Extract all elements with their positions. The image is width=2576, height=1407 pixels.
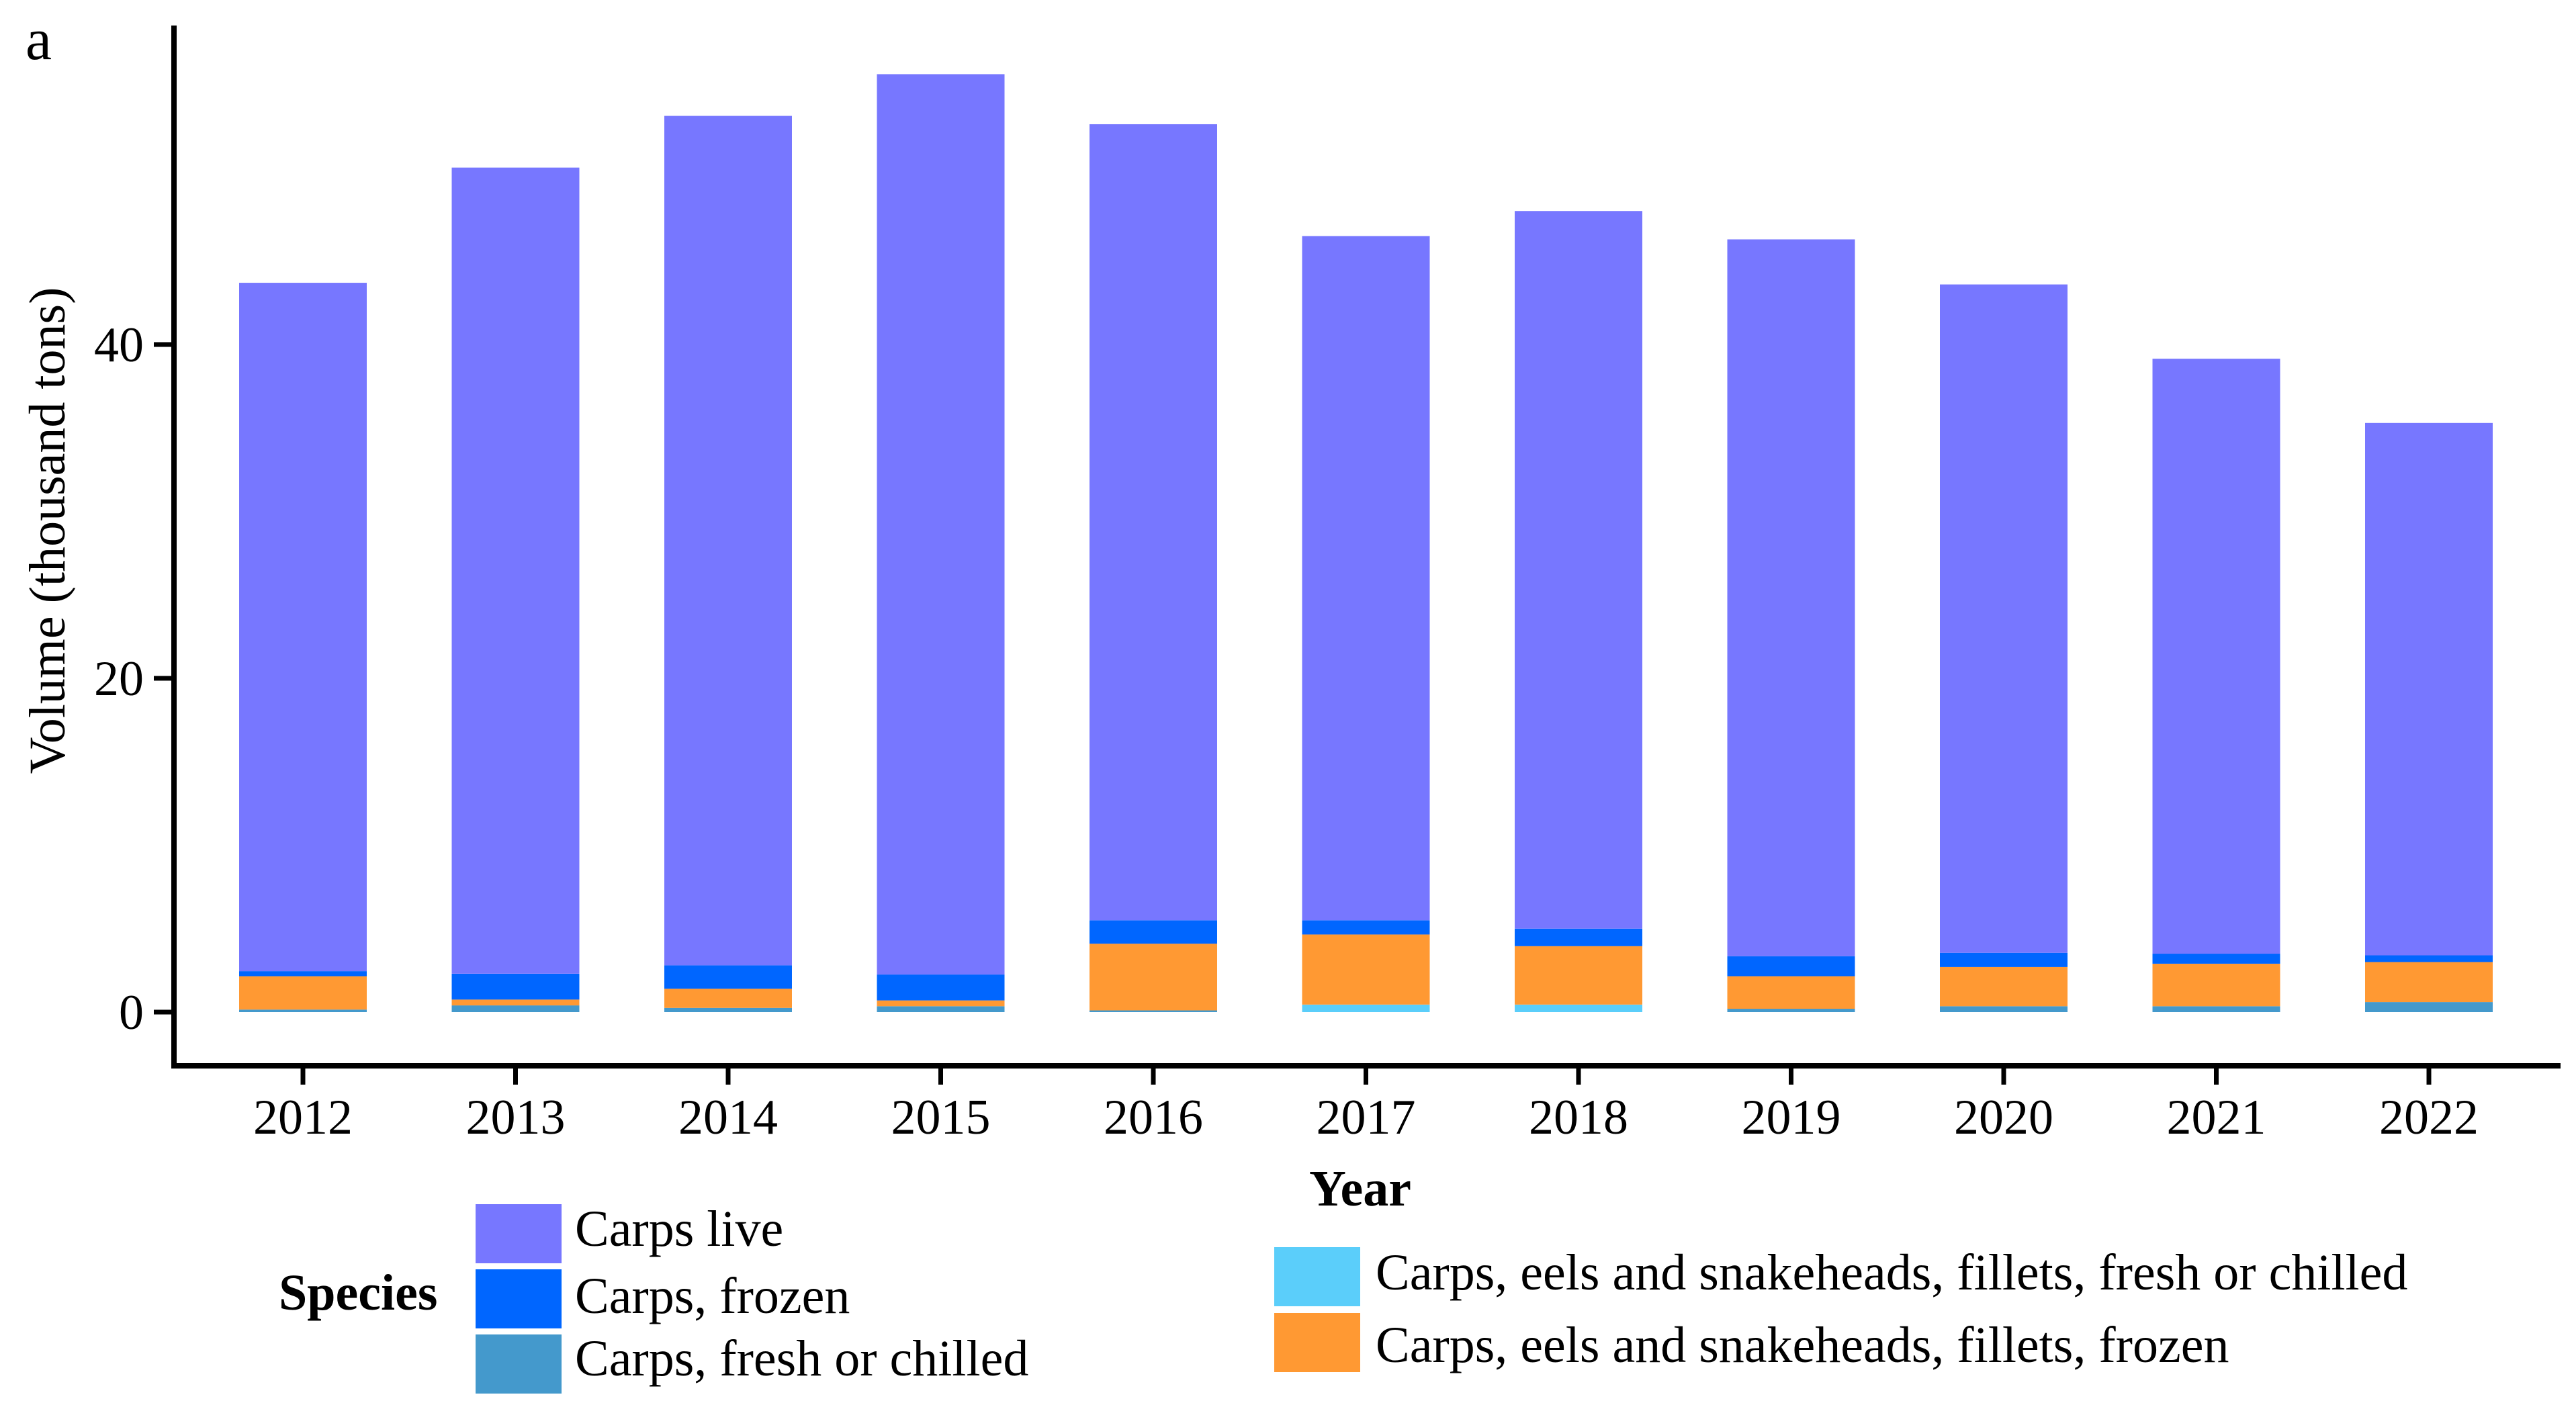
legend-item-carps-live: Carps live (476, 1201, 783, 1263)
legend-label-carps-fresh-or-chilled: Carps, fresh or chilled (575, 1330, 1028, 1387)
bar-segment (664, 1007, 792, 1012)
bar-segment (1090, 1010, 1217, 1012)
legend-label-carps-live: Carps live (575, 1201, 783, 1257)
bar-segment (2152, 359, 2280, 954)
bar-segment (1090, 944, 1217, 1011)
x-axis-title: Year (1309, 1161, 1411, 1217)
bar-segment (451, 999, 580, 1006)
bar-segment (877, 974, 1005, 1001)
bars-layer (239, 74, 2493, 1012)
bar-segment (1302, 920, 1430, 935)
y-axis-title: Volume (thousand tons) (19, 287, 76, 774)
bar-segment (2152, 963, 2280, 1007)
panel-label: a (26, 7, 52, 73)
bar-segment (451, 167, 580, 974)
bar-segment (664, 116, 792, 966)
bar-segment (664, 989, 792, 1008)
x-tick-label: 2012 (253, 1090, 353, 1145)
bar-segment (1090, 920, 1217, 944)
x-tick-label: 2015 (891, 1090, 991, 1145)
x-tick-label: 2019 (1742, 1090, 1841, 1145)
y-tick-label: 40 (94, 318, 144, 373)
bar-segment (451, 973, 580, 1000)
legend-label-fillets-frozen: Carps, eels and snakeheads, fillets, fro… (1376, 1317, 2229, 1373)
bar-segment (2152, 1006, 2280, 1012)
legend-item-carps-fresh-or-chilled: Carps, fresh or chilled (476, 1330, 1028, 1394)
bar-segment (1727, 956, 1855, 977)
x-tick-label: 2017 (1317, 1090, 1416, 1145)
legend-label-fillets-fresh-or-chilled: Carps, eels and snakeheads, fillets, fre… (1376, 1244, 2407, 1301)
bar-segment (1515, 1004, 1642, 1012)
legend-swatch-fillets-frozen (1274, 1313, 1360, 1372)
bar-segment (1940, 966, 2068, 1007)
x-tick-label: 2020 (1954, 1090, 2053, 1145)
legend-swatch-fillets-fresh-or-chilled (1274, 1247, 1360, 1306)
x-axis-ticks: 2012 2013 2014 2015 2016 2017 2018 2019 2020 2021… (253, 1066, 2479, 1145)
bar-segment (1302, 1004, 1430, 1012)
x-tick-label: 2016 (1104, 1090, 1203, 1145)
legend-item-carps-frozen: Carps, frozen (476, 1268, 850, 1328)
y-axis-ticks: 0 20 40 (94, 318, 174, 1040)
bar-segment (2365, 955, 2493, 962)
bar-segment (1727, 1009, 1855, 1012)
bar-segment (2152, 954, 2280, 964)
x-tick-label: 2022 (2379, 1090, 2479, 1145)
bar-segment (239, 971, 367, 977)
bar-segment (239, 283, 367, 972)
x-tick-label: 2021 (2167, 1090, 2266, 1145)
bar-segment (451, 1005, 580, 1012)
bar-segment (877, 1006, 1005, 1012)
bar-segment (877, 1000, 1005, 1007)
bar-segment (1090, 124, 1217, 921)
y-tick-label: 0 (119, 985, 144, 1040)
legend-item-fillets-frozen: Carps, eels and snakeheads, fillets, fro… (1274, 1313, 2229, 1373)
bar-segment (1727, 976, 1855, 1009)
bar-segment (1940, 1006, 2068, 1012)
x-tick-label: 2014 (678, 1090, 778, 1145)
bar-segment (1940, 952, 2068, 967)
x-tick-label: 2018 (1529, 1090, 1628, 1145)
legend-title: Species (279, 1265, 437, 1321)
bar-segment (239, 976, 367, 1010)
bar-segment (1515, 211, 1642, 929)
bar-segment (2365, 962, 2493, 1003)
y-tick-label: 20 (94, 651, 144, 707)
bar-segment (2365, 422, 2493, 956)
x-tick-label: 2013 (466, 1090, 566, 1145)
legend-label-carps-frozen: Carps, frozen (575, 1268, 850, 1324)
legend-item-fillets-fresh-or-chilled: Carps, eels and snakeheads, fillets, fre… (1274, 1244, 2407, 1306)
legend-swatch-carps-frozen (476, 1269, 562, 1328)
legend-swatch-carps-fresh-or-chilled (476, 1334, 562, 1394)
bar-segment (1727, 239, 1855, 956)
bar-segment (1515, 946, 1642, 1005)
bar-segment (1940, 284, 2068, 953)
legend-swatch-carps-live (476, 1204, 562, 1263)
bar-segment (877, 74, 1005, 975)
legend: Carps live Carps, frozen Carps, fresh or… (476, 1201, 2407, 1394)
bar-segment (2365, 1002, 2493, 1012)
bar-segment (1302, 934, 1430, 1005)
bar-segment (664, 965, 792, 989)
bar-segment (1515, 928, 1642, 946)
bar-segment (239, 1009, 367, 1012)
bar-segment (1302, 236, 1430, 921)
